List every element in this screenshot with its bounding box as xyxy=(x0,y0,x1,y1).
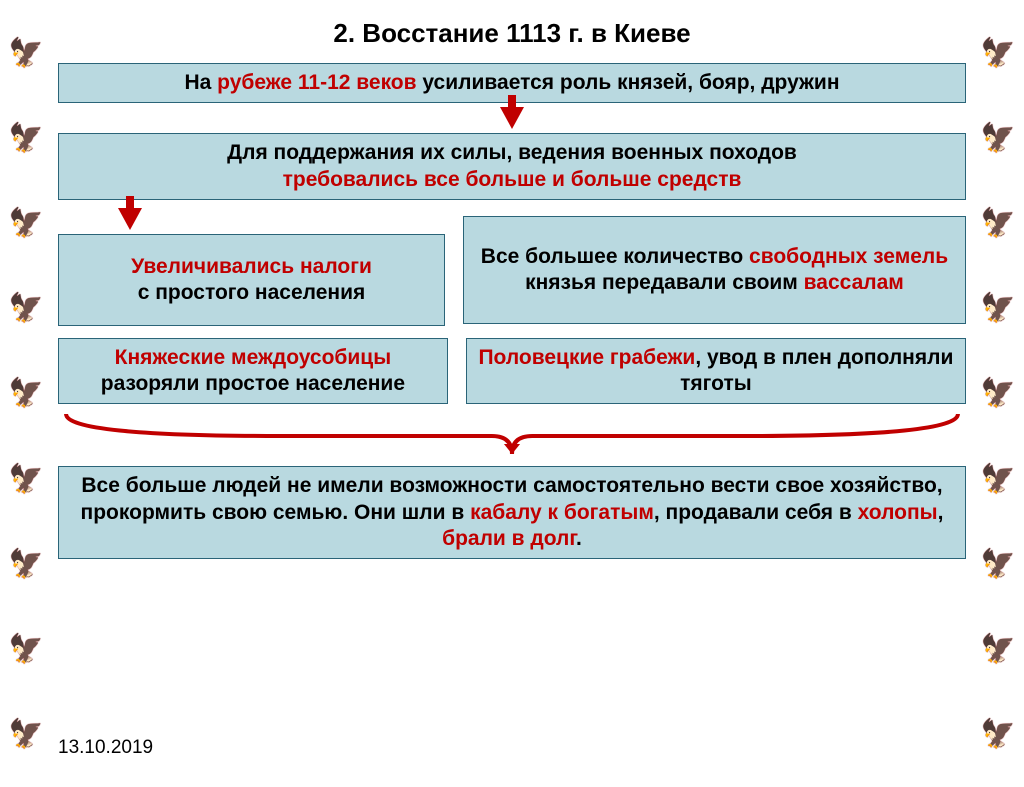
eagle-emblem-icon: 🦅 xyxy=(976,294,1020,322)
highlight: кабалу к богатым xyxy=(470,501,654,524)
text: разоряли простое население xyxy=(101,372,405,395)
highlight: вассалам xyxy=(804,271,904,294)
text: , увод в плен дополняли тяготы xyxy=(680,346,953,395)
eagle-emblem-icon: 🦅 xyxy=(976,124,1020,152)
slide-title: 2. Восстание 1113 г. в Киеве xyxy=(58,18,966,49)
box-lands: Все большее количество свободных земель … xyxy=(463,216,966,324)
eagle-emblem-icon: 🦅 xyxy=(976,379,1020,407)
eagle-emblem-icon: 🦅 xyxy=(4,379,48,407)
box-cause: Для поддержания их силы, ведения военных… xyxy=(58,133,966,200)
eagle-emblem-icon: 🦅 xyxy=(4,39,48,67)
box-conclusion: Все больше людей не имели возможности са… xyxy=(58,466,966,559)
highlight: свободных земель xyxy=(749,245,948,268)
box-raids: Половецкие грабежи, увод в плен дополнял… xyxy=(466,338,966,405)
arrow-down-icon xyxy=(500,107,524,129)
text: усиливается роль князей, бояр, дружин xyxy=(417,71,840,94)
left-emblem-strip: 🦅 🦅 🦅 🦅 🦅 🦅 🦅 🦅 🦅 xyxy=(4,0,48,787)
eagle-emblem-icon: 🦅 xyxy=(976,465,1020,493)
highlight: холопы xyxy=(858,501,938,524)
eagle-emblem-icon: 🦅 xyxy=(4,720,48,748)
text: , xyxy=(938,501,944,524)
box-feuds: Княжеские междоусобицы разоряли простое … xyxy=(58,338,448,405)
eagle-emblem-icon: 🦅 xyxy=(4,465,48,493)
eagle-emblem-icon: 🦅 xyxy=(976,635,1020,663)
arrow-down-icon xyxy=(118,208,142,230)
eagle-emblem-icon: 🦅 xyxy=(4,209,48,237)
highlight: Княжеские междоусобицы xyxy=(115,346,391,369)
slide-content: 2. Восстание 1113 г. в Киеве На рубеже 1… xyxy=(58,18,966,757)
text: , продавали себя в xyxy=(654,501,858,524)
eagle-emblem-icon: 🦅 xyxy=(4,294,48,322)
box-taxes: Увеличивались налоги с простого населени… xyxy=(58,234,445,326)
text: На xyxy=(184,71,217,94)
highlight: Половецкие грабежи xyxy=(478,346,695,369)
eagle-emblem-icon: 🦅 xyxy=(976,39,1020,67)
text: князья передавали своим xyxy=(525,271,804,294)
merge-bracket xyxy=(58,410,966,466)
highlight: рубеже 11-12 веков xyxy=(217,71,416,94)
right-emblem-strip: 🦅 🦅 🦅 🦅 🦅 🦅 🦅 🦅 🦅 xyxy=(976,0,1020,787)
highlight: Увеличивались налоги xyxy=(69,254,434,280)
slide-date: 13.10.2019 xyxy=(58,737,153,759)
eagle-emblem-icon: 🦅 xyxy=(4,635,48,663)
eagle-emblem-icon: 🦅 xyxy=(976,720,1020,748)
eagle-emblem-icon: 🦅 xyxy=(4,124,48,152)
eagle-emblem-icon: 🦅 xyxy=(4,550,48,578)
highlight: брали в долг xyxy=(442,527,576,550)
eagle-emblem-icon: 🦅 xyxy=(976,550,1020,578)
text: Все большее количество xyxy=(481,245,749,268)
text: с простого населения xyxy=(69,280,434,306)
text: . xyxy=(576,527,582,550)
highlight: требовались все больше и больше средств xyxy=(283,168,742,191)
text: Для поддержания их силы, ведения военных… xyxy=(227,141,797,164)
eagle-emblem-icon: 🦅 xyxy=(976,209,1020,237)
